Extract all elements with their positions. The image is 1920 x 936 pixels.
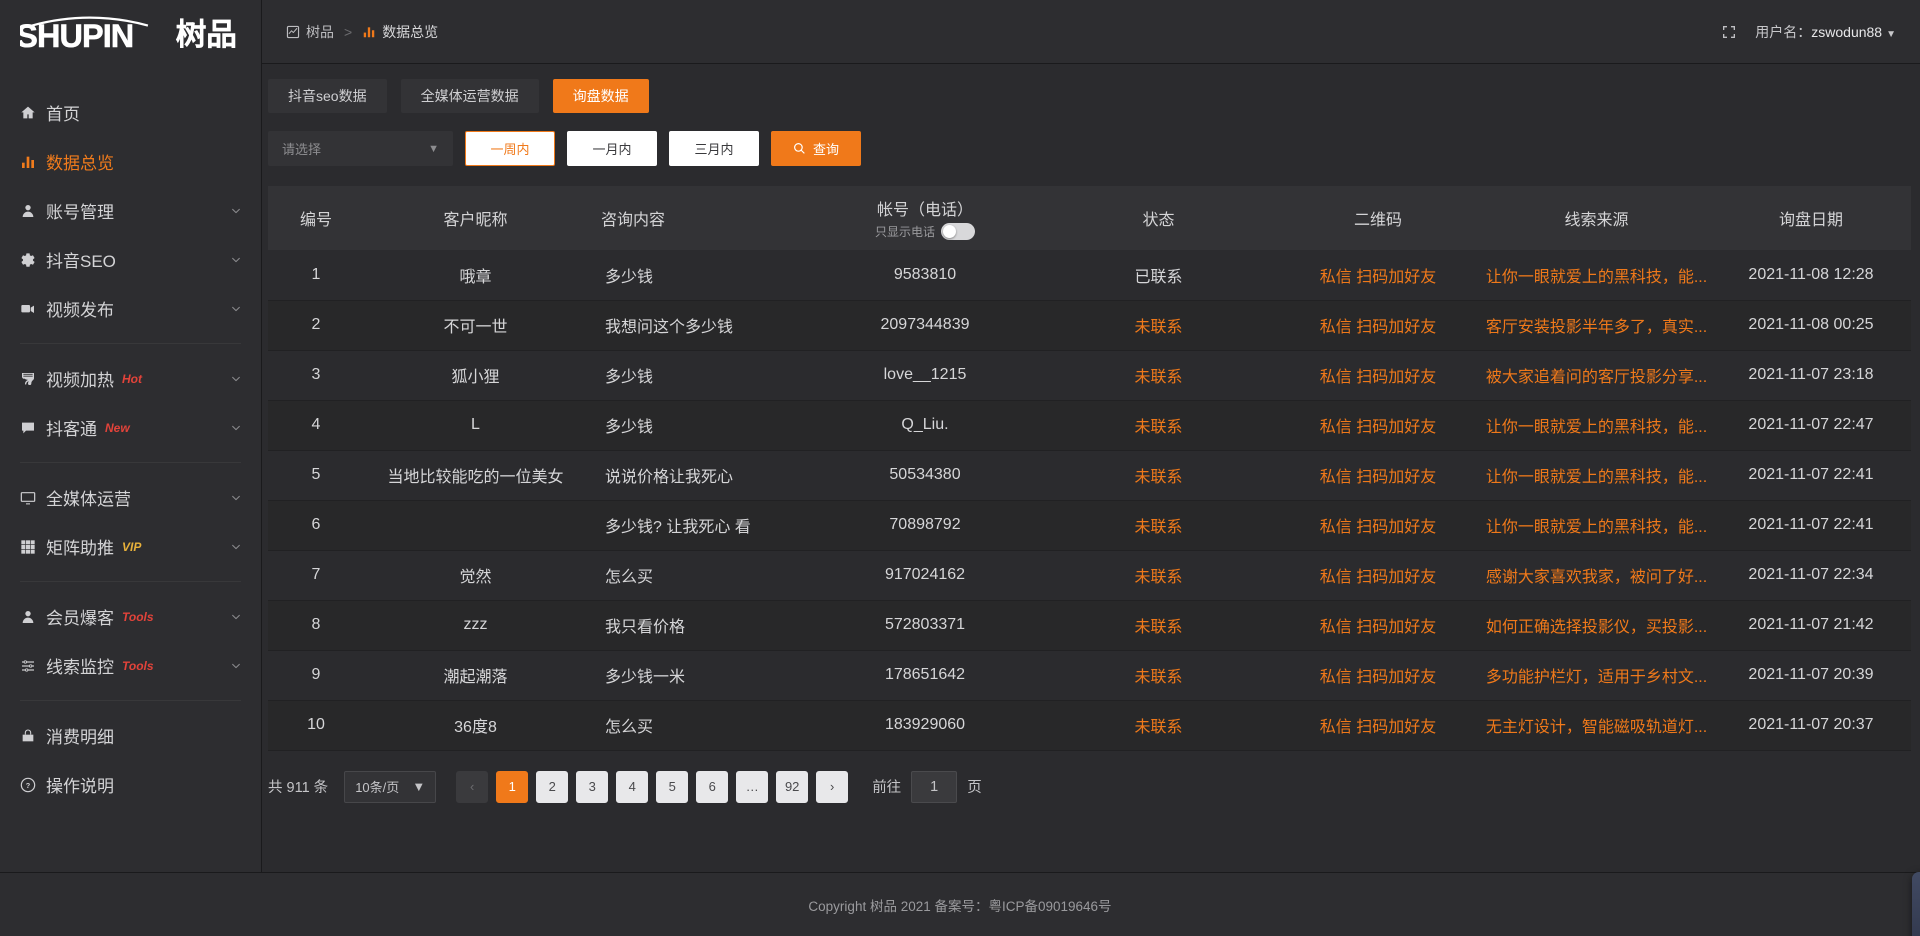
svg-text:树品: 树品 <box>176 18 237 52</box>
svg-text:SHUPIN: SHUPIN <box>20 18 133 52</box>
svg-text:?: ? <box>26 781 31 790</box>
